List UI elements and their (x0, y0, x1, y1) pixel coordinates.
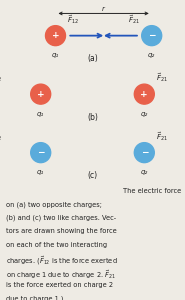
Text: is the force exerted on charge 2: is the force exerted on charge 2 (6, 282, 113, 288)
Text: +: + (140, 90, 148, 99)
Text: (b): (b) (87, 113, 98, 122)
Text: +: + (37, 90, 45, 99)
Text: tors are drawn showing the force: tors are drawn showing the force (6, 228, 116, 234)
Ellipse shape (31, 143, 51, 163)
Text: $\vec{F}_{12}$: $\vec{F}_{12}$ (0, 130, 2, 143)
Text: (c): (c) (88, 171, 97, 180)
Text: q₂: q₂ (141, 111, 148, 117)
Text: $\vec{F}_{12}$: $\vec{F}_{12}$ (67, 13, 79, 26)
Text: +: + (52, 31, 59, 40)
Text: r: r (102, 6, 105, 12)
Ellipse shape (142, 26, 162, 46)
Ellipse shape (134, 84, 154, 104)
Text: $\vec{F}_{21}$: $\vec{F}_{21}$ (156, 130, 168, 143)
Text: q₁: q₁ (37, 111, 44, 117)
Text: The electric force: The electric force (123, 188, 181, 194)
Text: charges. ($\vec{F}_{12}$ is the force exerted: charges. ($\vec{F}_{12}$ is the force ex… (6, 255, 117, 267)
Text: q₁: q₁ (37, 169, 44, 175)
Text: −: − (37, 148, 44, 157)
Text: −: − (141, 148, 148, 157)
Ellipse shape (31, 84, 51, 104)
Text: (a): (a) (87, 54, 98, 63)
Text: due to charge 1.): due to charge 1.) (6, 295, 63, 300)
Ellipse shape (134, 143, 154, 163)
Text: q₂: q₂ (141, 169, 148, 175)
Text: $\vec{F}_{12}$: $\vec{F}_{12}$ (0, 71, 2, 84)
Text: $\vec{F}_{21}$: $\vec{F}_{21}$ (128, 13, 140, 26)
Text: −: − (148, 31, 155, 40)
Text: $\vec{F}_{21}$: $\vec{F}_{21}$ (156, 71, 168, 84)
Text: on charge 1 due to charge 2. $\vec{F}_{21}$: on charge 1 due to charge 2. $\vec{F}_{2… (6, 268, 115, 281)
Text: q₁: q₁ (52, 52, 59, 58)
Text: on each of the two interacting: on each of the two interacting (6, 242, 107, 248)
Text: q₂: q₂ (148, 52, 155, 58)
Ellipse shape (46, 26, 65, 46)
Text: on (a) two opposite charges;: on (a) two opposite charges; (6, 201, 101, 208)
Text: (b) and (c) two like charges. Vec-: (b) and (c) two like charges. Vec- (6, 214, 116, 221)
